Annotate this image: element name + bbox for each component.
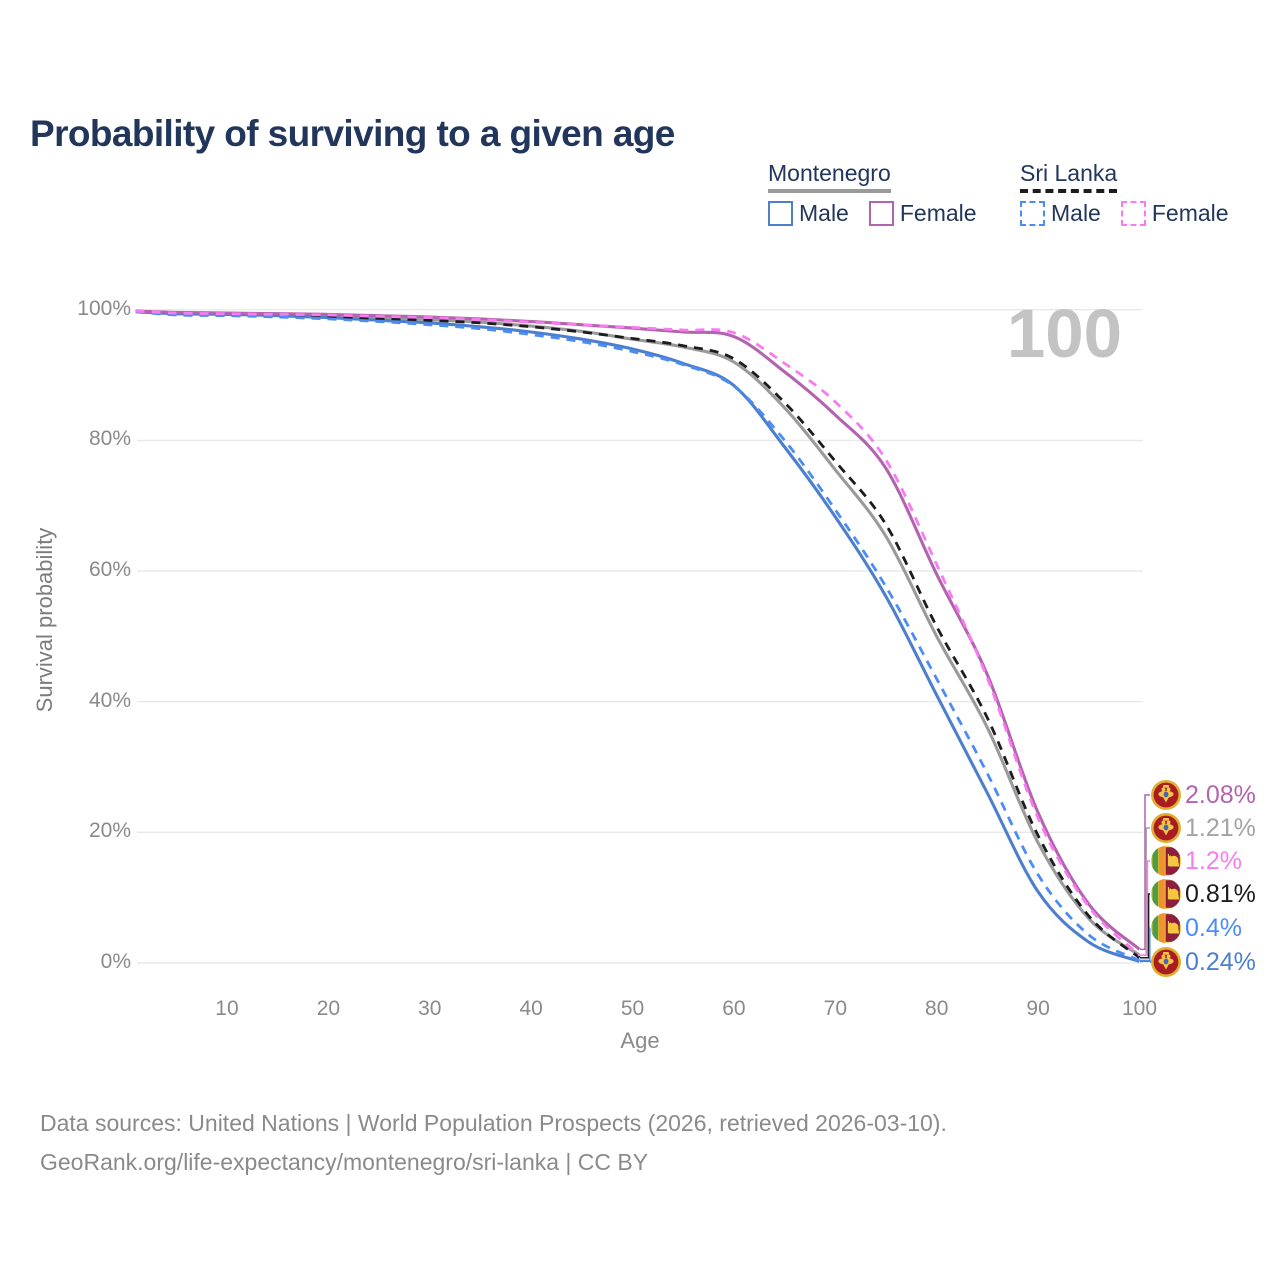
series-line-montenegro-male[interactable] — [135, 310, 1141, 963]
x-tick-30: 30 — [418, 997, 442, 1020]
legend-item-sri-lanka-male[interactable]: Male — [1020, 200, 1101, 227]
y-tick-20: 20% — [88, 819, 131, 843]
footer-attribution: GeoRank.org/life-expectancy/montenegro/s… — [40, 1149, 649, 1175]
sri-lanka-flag-icon — [1151, 879, 1181, 909]
x-tick-90: 90 — [1026, 997, 1050, 1020]
end-label-1.21%: 1.21% — [1185, 814, 1256, 842]
montenegro-flag-icon — [1151, 947, 1181, 977]
sri-lanka-flag-icon — [1151, 913, 1181, 943]
legend-item-label: Female — [899, 200, 977, 226]
legend-item-label: Male — [799, 200, 849, 226]
legend-item-sri-lanka-female[interactable]: Female — [1120, 200, 1229, 227]
y-tick-80: 80% — [88, 427, 131, 451]
legend-group-sri-lanka: Sri Lanka Male Female — [1020, 160, 1229, 227]
end-label-0.81%: 0.81% — [1185, 880, 1256, 908]
x-tick-10: 10 — [215, 997, 239, 1020]
sri-lanka-male-swatch-icon — [1020, 201, 1045, 226]
legend-item-montenegro-female[interactable]: Female — [868, 200, 977, 227]
montenegro-flag-icon — [1151, 780, 1181, 810]
y-axis-title: Survival probability — [32, 527, 57, 713]
series-line-montenegro-female[interactable] — [135, 309, 1141, 951]
sri-lanka-female-swatch-icon — [1120, 201, 1146, 226]
legend-item-label: Male — [1051, 200, 1101, 226]
x-tick-20: 20 — [316, 997, 341, 1020]
series-line-sri-lanka-total[interactable] — [135, 309, 1141, 959]
leader-line — [1140, 927, 1151, 962]
end-label-2.08%: 2.08% — [1185, 781, 1256, 809]
legend-item-label: Female — [1151, 200, 1229, 226]
montenegro-female-swatch-icon — [868, 201, 894, 226]
y-tick-100: 100% — [77, 296, 131, 320]
sri-lanka-flag-icon — [1151, 846, 1181, 876]
leader-line — [1140, 960, 1152, 963]
x-tick-60: 60 — [722, 997, 746, 1020]
x-tick-100: 100 — [1121, 997, 1158, 1020]
page-title: Probability of surviving to a given age — [30, 112, 675, 154]
x-tick-40: 40 — [519, 997, 543, 1020]
footer-data-sources: Data sources: United Nations | World Pop… — [40, 1110, 947, 1136]
legend-group-montenegro: Montenegro Male Female — [768, 160, 977, 227]
y-tick-60: 60% — [88, 558, 131, 582]
leader-line — [1140, 794, 1150, 951]
end-label-0.4%: 0.4% — [1185, 914, 1242, 942]
leader-line — [1140, 893, 1150, 959]
legend-title-montenegro: Montenegro — [768, 160, 891, 193]
hovered-age-watermark: 100 — [1006, 295, 1122, 372]
montenegro-male-swatch-icon — [768, 201, 793, 226]
y-tick-0: 0% — [100, 950, 131, 973]
x-tick-80: 80 — [925, 997, 949, 1020]
series-line-montenegro-total[interactable] — [135, 309, 1141, 957]
footer: Data sources: United Nations | World Pop… — [40, 1104, 947, 1182]
x-tick-50: 50 — [620, 997, 645, 1020]
y-tick-40: 40% — [88, 688, 131, 712]
leader-line — [1140, 860, 1150, 956]
series-line-sri-lanka-female[interactable] — [135, 309, 1141, 957]
legend-item-montenegro-male[interactable]: Male — [768, 200, 849, 227]
end-label-0.24%: 0.24% — [1185, 948, 1256, 976]
x-tick-70: 70 — [823, 997, 847, 1020]
end-label-1.2%: 1.2% — [1185, 847, 1242, 875]
series-line-sri-lanka-male[interactable] — [135, 310, 1141, 962]
x-axis-title: Age — [620, 1028, 660, 1053]
legend-title-sri-lanka: Sri Lanka — [1020, 160, 1118, 193]
montenegro-flag-icon — [1151, 813, 1181, 843]
